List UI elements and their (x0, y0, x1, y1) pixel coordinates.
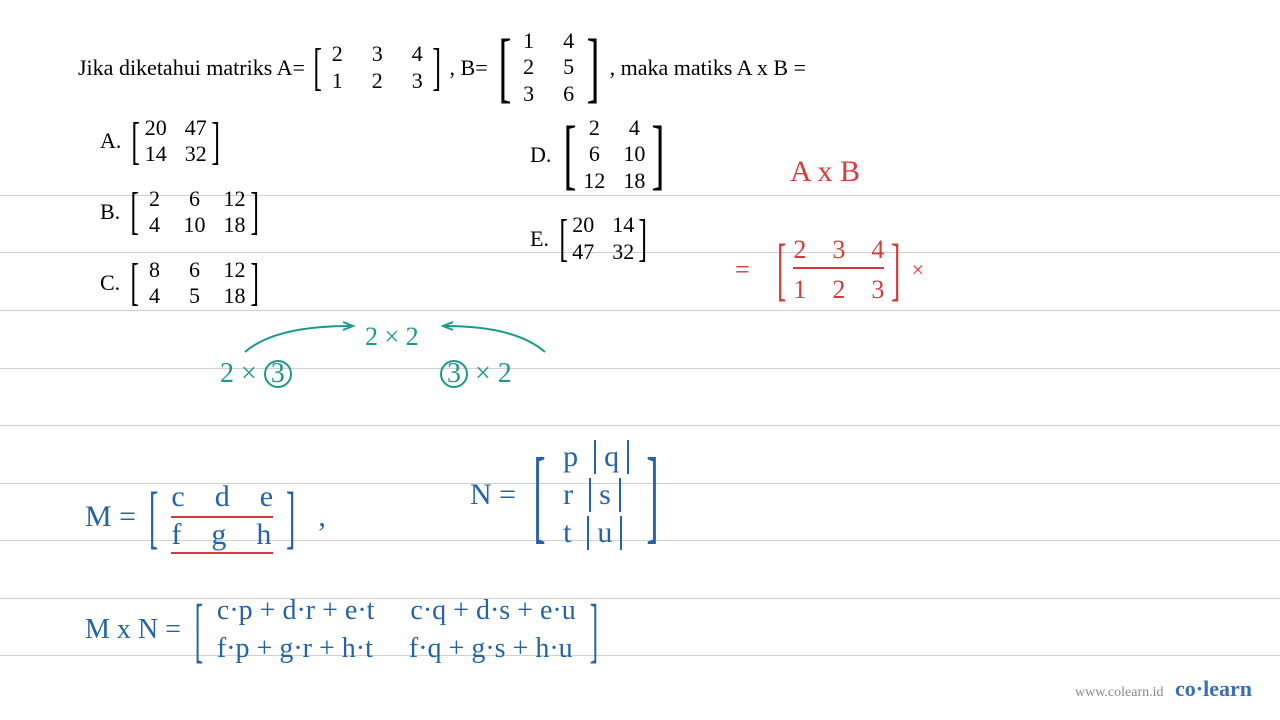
annotation-m-matrix: M = [ cde fgh ] , (85, 480, 336, 554)
option-b: B. [ 2612 41018 ] (100, 186, 263, 239)
options-left: A. [ 2047 1432 ] B. [ 2612 41018 ] C. [ … (100, 115, 263, 327)
problem-between: , B= (450, 55, 488, 81)
annotation-dim-left: 2 × 3 (220, 358, 292, 390)
annotation-n-matrix: N = [ pq rs tu ] (470, 440, 670, 550)
annotation-work-matrix: [ 234 123 ] × (770, 235, 924, 305)
option-c: C. [ 8612 4518 ] (100, 257, 263, 310)
annotation-dim-result: 2 × 2 (365, 322, 419, 352)
footer-brand: co·learn (1175, 676, 1252, 701)
matrix-a: [ 234 123 ] (309, 41, 446, 94)
problem-statement: Jika diketahui matriks A= [ 234 123 ] , … (78, 28, 806, 107)
annotation-axb: A x B (790, 155, 860, 189)
annotation-equals: = (735, 255, 750, 285)
problem-prefix: Jika diketahui matriks A= (78, 55, 305, 81)
option-d: D. [ 24 610 1218 ] (530, 115, 671, 194)
option-e: E. [ 2014 4732 ] (530, 212, 671, 265)
problem-suffix: , maka matiks A x B = (610, 55, 806, 81)
annotation-dim-right: 3 × 2 (440, 358, 512, 390)
options-right: D. [ 24 610 1218 ] E. [ 2014 4732 ] (530, 115, 671, 283)
matrix-b: [ 14 25 36 ] (492, 28, 606, 107)
option-a: A. [ 2047 1432 ] (100, 115, 263, 168)
footer: www.colearn.id co·learn (1075, 676, 1252, 702)
footer-url: www.colearn.id (1075, 685, 1164, 700)
annotation-mxn-result: M x N = [ c·p + d·r + e·tc·q + d·s + e·u… (85, 595, 606, 665)
